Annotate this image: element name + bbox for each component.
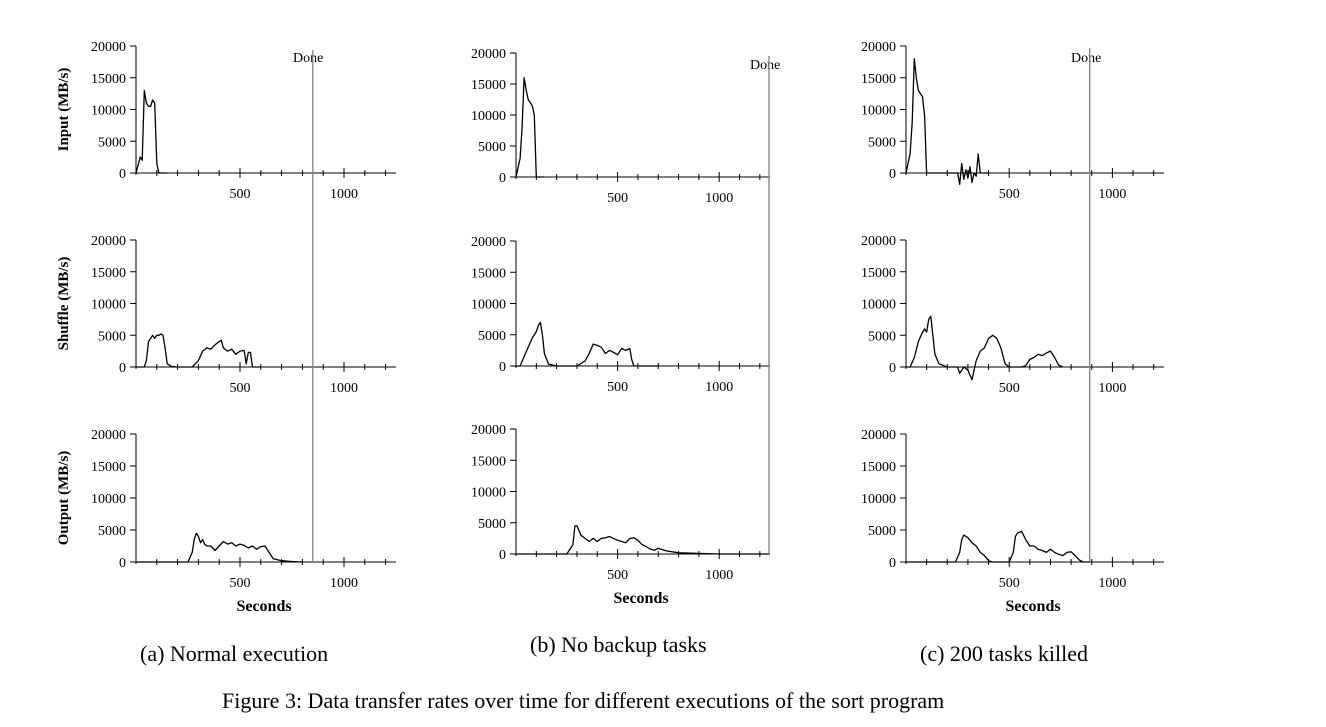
- a-input-y-tick-label: 5000: [98, 135, 126, 150]
- a-input-y-axis-label: Input (MB/s): [56, 68, 72, 152]
- c-shuffle-y-tick-label: 20000: [861, 234, 896, 249]
- b-input-series-line: [515, 77, 545, 178]
- caption-c: (c) 200 tasks killed: [920, 641, 1089, 666]
- a-input-y-tick-label: 10000: [91, 104, 126, 119]
- c-input-y-tick-label: 15000: [861, 72, 896, 87]
- c-shuffle-x-tick-label: 500: [999, 381, 1020, 396]
- c-shuffle-y-tick-label: 15000: [861, 266, 896, 281]
- b-input-x-tick-label: 500: [607, 191, 628, 206]
- c-output-x-tick-label: 1000: [1098, 576, 1126, 591]
- c-output-x-tick-label: 500: [999, 576, 1020, 591]
- a-shuffle-x-tick-label: 500: [230, 381, 251, 396]
- c-shuffle-y-tick-label: 0: [889, 361, 896, 376]
- c-output-y-tick-label: 20000: [861, 428, 896, 443]
- b-shuffle-y-tick-label: 15000: [471, 266, 506, 281]
- c-output-y-tick-label: 0: [889, 556, 896, 571]
- c-output-series-line: [906, 530, 1090, 563]
- a-input-done-label: Done: [293, 51, 323, 66]
- caption-b: (b) No backup tasks: [530, 632, 707, 657]
- a-output-y-tick-label: 20000: [91, 428, 126, 443]
- c-output-y-tick-label: 15000: [861, 460, 896, 475]
- b-output-y-tick-label: 20000: [471, 423, 506, 438]
- b-shuffle-x-tick-label: 1000: [705, 380, 733, 395]
- c-output-x-axis-label: Seconds: [1005, 598, 1060, 615]
- a-input-x-tick-label: 500: [230, 187, 251, 202]
- b-input-y-tick-label: 0: [499, 171, 506, 186]
- b-input-y-tick-label: 10000: [471, 109, 506, 124]
- a-input-y-tick-label: 20000: [91, 40, 126, 55]
- b-shuffle-y-tick-label: 5000: [478, 329, 506, 344]
- c-output-y-tick-label: 5000: [868, 524, 896, 539]
- b-output-series-line: [516, 525, 770, 555]
- b-output-y-tick-label: 10000: [471, 486, 506, 501]
- b-output-y-tick-label: 0: [499, 548, 506, 563]
- c-shuffle-x-tick-label: 1000: [1098, 381, 1126, 396]
- c-input-x-tick-label: 1000: [1098, 187, 1126, 202]
- c-shuffle-y-tick-label: 5000: [868, 329, 896, 344]
- b-shuffle-y-tick-label: 10000: [471, 298, 506, 313]
- a-shuffle-y-tick-label: 20000: [91, 234, 126, 249]
- b-input-y-tick-label: 5000: [478, 140, 506, 155]
- a-shuffle-y-axis-label: Shuffle (MB/s): [56, 257, 72, 351]
- a-output-x-axis-label: Seconds: [236, 598, 291, 615]
- a-output-series-line: [136, 532, 303, 563]
- a-shuffle-y-tick-label: 5000: [98, 329, 126, 344]
- a-output-y-tick-label: 10000: [91, 492, 126, 507]
- b-output-y-tick-label: 5000: [478, 517, 506, 532]
- a-shuffle-series-line: [136, 333, 261, 368]
- c-output-y-tick-label: 10000: [861, 492, 896, 507]
- b-input-done-label: Done: [750, 58, 780, 73]
- c-shuffle-y-tick-label: 10000: [861, 298, 896, 313]
- c-input-y-tick-label: 5000: [868, 135, 896, 150]
- c-input-y-tick-label: 20000: [861, 40, 896, 55]
- a-shuffle-y-tick-label: 10000: [91, 298, 126, 313]
- b-shuffle-series-line: [516, 321, 659, 367]
- a-input-x-tick-label: 1000: [330, 187, 358, 202]
- c-input-done-label: Done: [1071, 51, 1101, 66]
- caption-a: (a) Normal execution: [140, 641, 329, 666]
- b-input-y-tick-label: 20000: [471, 47, 506, 62]
- b-output-x-axis-label: Seconds: [613, 590, 668, 607]
- c-shuffle-series-line: [906, 315, 1064, 381]
- a-shuffle-y-tick-label: 0: [119, 361, 126, 376]
- figure-caption: Figure 3: Data transfer rates over time …: [222, 688, 945, 713]
- c-input-series-line: [905, 58, 989, 186]
- a-output-y-axis-label: Output (MB/s): [56, 451, 72, 546]
- b-output-y-tick-label: 15000: [471, 454, 506, 469]
- b-input-y-tick-label: 15000: [471, 78, 506, 93]
- a-output-x-tick-label: 1000: [330, 576, 358, 591]
- b-shuffle-y-tick-label: 0: [499, 360, 506, 375]
- a-input-y-tick-label: 15000: [91, 72, 126, 87]
- a-input-y-tick-label: 0: [119, 167, 126, 182]
- c-input-y-tick-label: 0: [889, 167, 896, 182]
- a-input-series-line: [135, 89, 168, 174]
- c-input-y-tick-label: 10000: [861, 104, 896, 119]
- a-output-x-tick-label: 500: [230, 576, 251, 591]
- c-input-x-tick-label: 500: [999, 187, 1020, 202]
- b-output-x-tick-label: 1000: [705, 568, 733, 583]
- a-shuffle-y-tick-label: 15000: [91, 266, 126, 281]
- a-output-y-tick-label: 0: [119, 556, 126, 571]
- b-input-x-tick-label: 1000: [705, 191, 733, 206]
- b-shuffle-x-tick-label: 500: [607, 380, 628, 395]
- b-output-x-tick-label: 500: [607, 568, 628, 583]
- a-output-y-tick-label: 15000: [91, 460, 126, 475]
- a-output-y-tick-label: 5000: [98, 524, 126, 539]
- a-shuffle-x-tick-label: 1000: [330, 381, 358, 396]
- b-shuffle-y-tick-label: 20000: [471, 235, 506, 250]
